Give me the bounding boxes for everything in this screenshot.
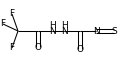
Text: F: F bbox=[9, 44, 15, 52]
Text: N: N bbox=[93, 26, 99, 36]
Text: O: O bbox=[34, 42, 41, 52]
Text: O: O bbox=[76, 44, 83, 54]
Text: F: F bbox=[9, 9, 15, 18]
Text: H: H bbox=[61, 20, 67, 30]
Text: N: N bbox=[61, 26, 67, 36]
Text: F: F bbox=[0, 20, 6, 28]
Text: H: H bbox=[49, 20, 55, 30]
Text: S: S bbox=[111, 26, 117, 36]
Text: N: N bbox=[49, 26, 55, 36]
